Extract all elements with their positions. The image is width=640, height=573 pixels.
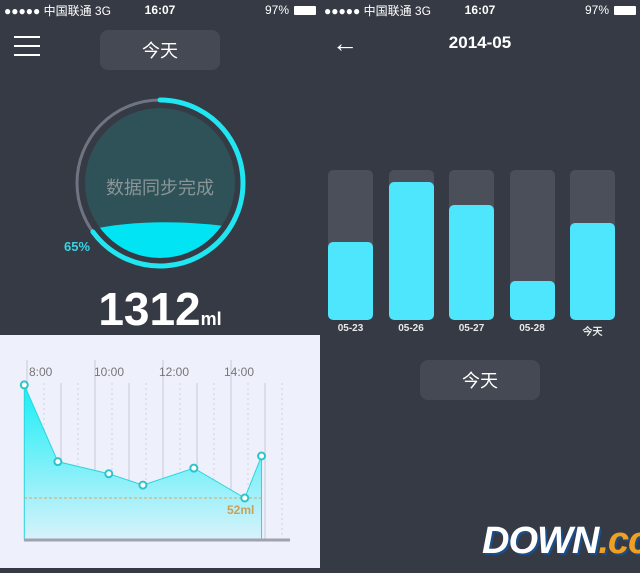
bar-label: 05-28 bbox=[519, 323, 545, 334]
x-tick-label: 12:00 bbox=[159, 365, 189, 379]
hamburger-menu-icon[interactable] bbox=[14, 36, 40, 56]
battery-icon bbox=[614, 5, 636, 15]
data-point[interactable] bbox=[19, 380, 29, 390]
bar bbox=[388, 182, 434, 320]
progress-percent: 65% bbox=[64, 239, 91, 254]
bar bbox=[570, 222, 615, 320]
today-button[interactable]: 今天 bbox=[420, 360, 540, 400]
bar-track[interactable] bbox=[328, 170, 373, 320]
bar bbox=[509, 281, 555, 320]
data-point[interactable] bbox=[53, 457, 63, 467]
data-point[interactable] bbox=[104, 469, 114, 479]
carrier: ●●●●● 中国联通 3G bbox=[4, 3, 111, 18]
watermark-logo: DOWN.cc bbox=[482, 520, 640, 562]
sync-status: 数据同步完成 bbox=[106, 178, 214, 198]
bar-track[interactable] bbox=[388, 170, 434, 320]
today-button[interactable]: 今天 bbox=[100, 30, 220, 70]
reference-label: 52ml bbox=[227, 503, 254, 517]
total-value: 1312 bbox=[98, 283, 201, 335]
bar-label: 05-23 bbox=[337, 323, 364, 334]
month-screen: ●●●●● 中国联通 3G 16:07 97% ← 2014-05 05-23 0… bbox=[320, 0, 640, 568]
ring-progress bbox=[90, 97, 246, 269]
water-circle bbox=[85, 108, 235, 258]
x-tick-label: 10:00 bbox=[94, 365, 124, 379]
total-intake: 1312ml bbox=[0, 282, 320, 336]
bar-label: 05-27 bbox=[458, 323, 485, 334]
today-screen: ●●●●● 中国联通 3G 16:07 97% 今天 数据同步完成 65% 13… bbox=[0, 0, 320, 568]
bar-track[interactable] bbox=[509, 170, 555, 320]
x-tick-label: 14:00 bbox=[224, 365, 254, 379]
status-bar: ●●●●● 中国联通 3G 16:07 97% bbox=[320, 0, 640, 20]
total-unit: ml bbox=[200, 309, 222, 329]
status-bar: ●●●●● 中国联通 3G 16:07 97% bbox=[0, 0, 320, 20]
x-tick-label: 8:00 bbox=[29, 365, 53, 379]
bar bbox=[328, 242, 373, 320]
month-title: 2014-05 bbox=[448, 33, 512, 52]
intake-chart-panel: 8:00 10:00 12:00 14:00 52ml bbox=[0, 335, 320, 568]
bar-track[interactable] bbox=[570, 170, 615, 320]
intake-chart: 8:00 10:00 12:00 14:00 52ml bbox=[19, 360, 290, 542]
clock: 16:07 bbox=[144, 3, 176, 17]
arrow-left-icon[interactable]: ← bbox=[332, 28, 358, 58]
data-point[interactable] bbox=[189, 463, 199, 473]
battery-icon bbox=[294, 5, 316, 15]
bar-track[interactable] bbox=[449, 170, 494, 320]
bar bbox=[449, 204, 494, 320]
carrier: ●●●●● 中国联通 3G bbox=[324, 3, 431, 18]
data-point[interactable] bbox=[240, 493, 250, 503]
data-point[interactable] bbox=[138, 480, 148, 490]
battery-percent: 97% bbox=[264, 3, 289, 17]
bar-label: 05-26 bbox=[398, 323, 424, 334]
battery-percent: 97% bbox=[584, 3, 609, 17]
progress-ring bbox=[75, 97, 246, 269]
data-point[interactable] bbox=[257, 451, 267, 461]
bar-label: 今天 bbox=[582, 327, 603, 338]
clock: 16:07 bbox=[464, 3, 496, 17]
